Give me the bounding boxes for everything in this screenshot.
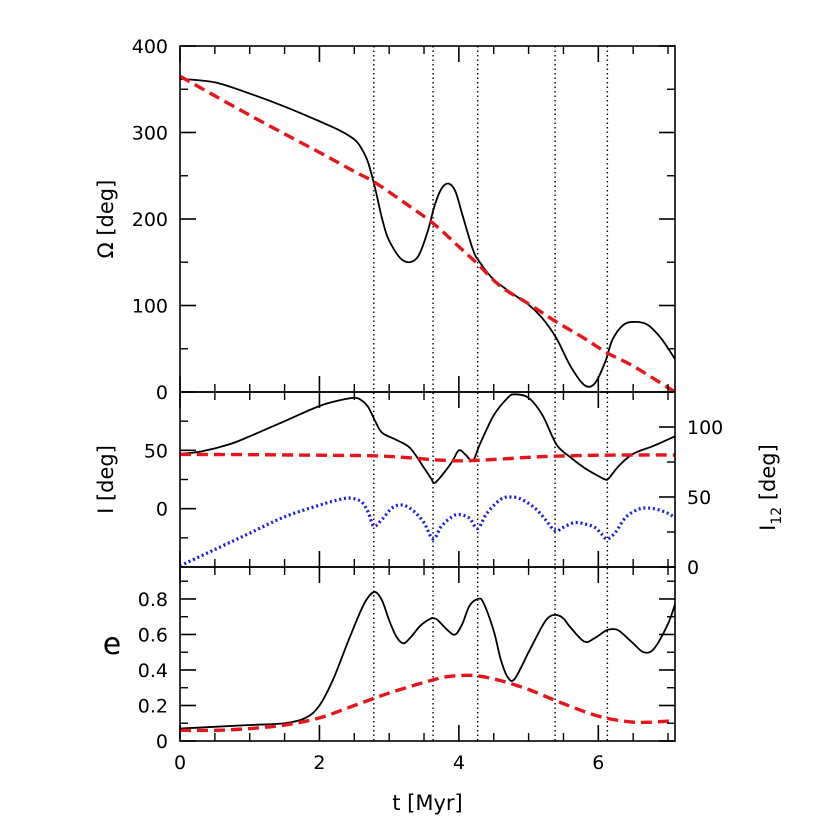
omega-y-tick-label: 100 <box>132 296 168 318</box>
x-tick-label-4: 4 <box>453 752 465 774</box>
omega-y-axis-label: Ω [deg] <box>94 180 118 259</box>
inclination-y-tick-label: 50 <box>144 440 168 462</box>
eccentricity-y-tick-label: 0.2 <box>138 695 168 717</box>
x-tick-label-0: 0 <box>174 752 186 774</box>
omega-y-tick-label: 200 <box>132 209 168 231</box>
eccentricity-series-solid <box>180 590 675 730</box>
omega-series-solid <box>180 77 675 388</box>
inclination-y-right-axis-label: I12 [deg] <box>756 444 785 531</box>
eccentricity-y-tick-label: 0.4 <box>138 660 168 682</box>
inclination-panel-frame <box>179 391 676 568</box>
x-axis-label: t [Myr] <box>392 791 462 815</box>
omega-y-tick-label: 400 <box>132 36 168 58</box>
inclination-y-right-tick-label: 0 <box>687 557 699 579</box>
eccentricity-y-tick-label: 0 <box>156 731 168 753</box>
omega-series-dashed <box>180 74 675 392</box>
omega-panel-frame <box>179 45 676 393</box>
inclination-series-dotted <box>180 495 675 567</box>
omega-y-tick-label: 300 <box>132 123 168 145</box>
x-tick-label-2: 2 <box>313 752 325 774</box>
eccentricity-y-tick-label: 0.6 <box>138 624 168 646</box>
inclination-series-dashed <box>180 452 675 463</box>
inclination-series-solid <box>180 393 675 484</box>
eccentricity-series-dashed <box>180 673 675 733</box>
eccentricity-panel-frame <box>179 566 676 742</box>
inclination-y-right-tick-label: 50 <box>687 487 711 509</box>
eccentricity-y-tick-label: 0.8 <box>138 589 168 611</box>
omega-y-tick-label: 0 <box>156 382 168 404</box>
eccentricity-y-axis-label: e <box>103 627 121 662</box>
x-tick-label-6: 6 <box>592 752 604 774</box>
inclination-y-right-tick-label: 100 <box>687 417 723 439</box>
inclination-y-axis-label: I [deg] <box>94 445 118 514</box>
inclination-y-tick-label: 0 <box>156 499 168 521</box>
